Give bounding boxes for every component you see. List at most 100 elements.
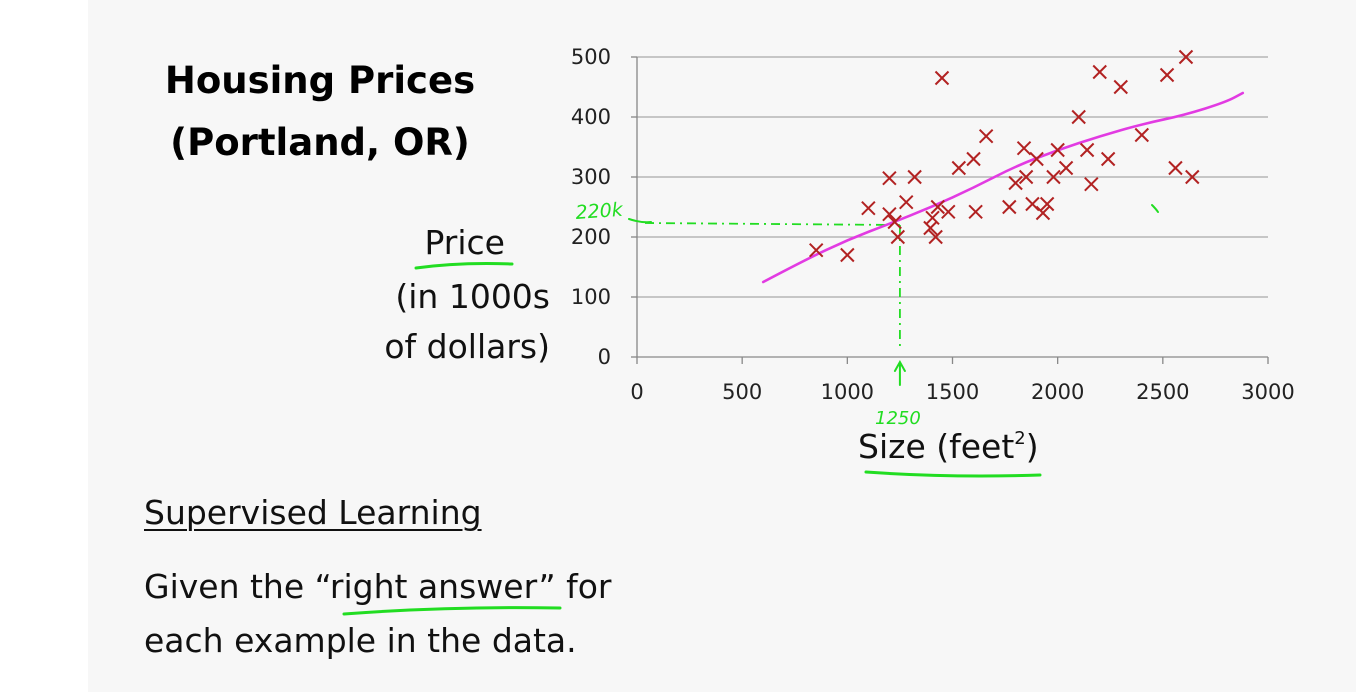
prediction-arrow — [893, 359, 906, 386]
y-tick-label-0: 0 — [598, 345, 611, 369]
data-point-11 — [928, 229, 943, 245]
slide-title-line-2: (Portland, OR) — [170, 121, 470, 164]
x-tick-label-1500: 1500 — [926, 380, 979, 404]
data-point-30 — [1071, 109, 1086, 125]
data-point-33 — [1092, 64, 1107, 80]
data-point-stroke-b — [1002, 199, 1017, 215]
data-point-36 — [1134, 127, 1150, 143]
data-point-37 — [1159, 67, 1175, 83]
data-point-stroke-b — [1092, 64, 1107, 80]
y-tick-label-300: 300 — [571, 165, 611, 189]
data-point-stroke-b — [861, 200, 876, 216]
data-point-14 — [941, 204, 956, 220]
data-point-6 — [890, 229, 906, 245]
data-point-stroke-b — [1185, 169, 1200, 185]
data-point-4 — [882, 206, 897, 222]
data-point-24 — [1029, 151, 1044, 167]
data-point-stroke-b — [1018, 169, 1034, 185]
x-tick-label-1000: 1000 — [821, 380, 874, 404]
slide-title-line-1: Housing Prices — [164, 59, 476, 102]
data-point-34 — [1100, 151, 1116, 167]
data-point-stroke-b — [1058, 160, 1074, 176]
data-point-stroke-b — [1100, 151, 1116, 167]
data-point-22 — [1018, 169, 1034, 185]
data-point-stroke-b — [978, 128, 994, 144]
y-axis-label-price: Price — [424, 223, 505, 262]
data-point-18 — [978, 128, 994, 144]
data-point-23 — [1025, 196, 1040, 212]
x-axis-label-text: Size (feet — [858, 427, 1015, 466]
data-point-stroke-b — [1079, 142, 1095, 158]
body-line-2: each example in the data. — [144, 621, 577, 660]
data-point-stroke-b — [1035, 205, 1051, 221]
data-point-12 — [930, 199, 945, 215]
fit-curve-layer — [761, 91, 1245, 284]
body-line-1: Given the “right answer” for — [144, 570, 612, 603]
right-answer-underline — [342, 606, 562, 616]
data-point-15 — [951, 160, 967, 176]
data-point-stroke-b — [1134, 127, 1150, 143]
price-note-pointer — [628, 218, 652, 224]
grid-lines — [637, 56, 1268, 298]
right-answer-text: right answer — [329, 567, 539, 606]
data-point-3 — [882, 170, 897, 186]
data-point-stroke-b — [808, 242, 824, 258]
data-point-27 — [1046, 169, 1061, 185]
body-line-1-start: Given the “ — [144, 567, 330, 606]
y-tick-label-200: 200 — [571, 225, 611, 249]
data-point-stroke-b — [1039, 196, 1055, 212]
body-line-1-end: ” for — [538, 567, 612, 606]
fit-curve — [761, 91, 1245, 284]
supervised-learning-heading: Supervised Learning — [144, 493, 482, 532]
handwritten-annotations: 220k 1250 — [342, 199, 1159, 616]
chart-axes — [631, 56, 1269, 364]
y-tick-label-100: 100 — [571, 285, 611, 309]
data-point-19 — [1002, 199, 1017, 215]
data-point-stroke-b — [1071, 109, 1086, 125]
data-point-stroke-b — [890, 229, 906, 245]
data-point-35 — [1113, 79, 1128, 95]
data-point-21 — [1016, 140, 1032, 156]
data-point-stroke-b — [941, 204, 956, 220]
data-point-40 — [1185, 169, 1200, 185]
data-point-stroke-b — [882, 170, 897, 186]
size-note: 1250 — [875, 408, 921, 429]
data-point-stroke-b — [1084, 176, 1099, 192]
data-point-stroke-b — [951, 160, 967, 176]
data-point-stroke-b — [840, 247, 855, 263]
x-axis-label-exponent: 2 — [1014, 428, 1026, 449]
data-point-stroke-b — [1113, 79, 1128, 95]
data-point-13 — [934, 70, 950, 86]
data-point-2 — [861, 200, 876, 216]
data-point-0 — [808, 242, 824, 258]
data-point-5 — [887, 214, 902, 230]
prediction-horizontal-guide — [644, 222, 900, 226]
data-point-stroke-b — [934, 70, 950, 86]
x-tick-label-2500: 2500 — [1136, 380, 1189, 404]
price-label-underline — [414, 262, 514, 270]
prediction-guides — [628, 218, 906, 386]
data-point-32 — [1084, 176, 1099, 192]
y-axis-label-dollars: of dollars) — [384, 327, 550, 366]
data-point-1 — [840, 247, 855, 263]
data-point-31 — [1079, 142, 1095, 158]
data-point-stroke-b — [1029, 151, 1044, 167]
data-point-stroke-b — [968, 204, 983, 220]
data-point-20 — [1008, 175, 1023, 191]
y-tick-label-400: 400 — [571, 105, 611, 129]
x-tick-label-500: 500 — [722, 380, 762, 404]
x-tick-label-2000: 2000 — [1031, 380, 1084, 404]
data-point-stroke-b — [1168, 160, 1183, 176]
data-point-7 — [899, 194, 914, 210]
x-tick-label-3000: 3000 — [1241, 380, 1294, 404]
data-point-stroke-b — [899, 194, 914, 210]
data-point-16 — [966, 151, 981, 167]
data-point-stroke-b — [1159, 67, 1175, 83]
tick-labels: 0 100 200 300 400 500 0 500 1000 1500 2000 2500 3000 — [571, 45, 1295, 404]
data-point-stroke-b — [928, 229, 943, 245]
data-point-stroke-b — [966, 151, 981, 167]
y-axis-label-units: (in 1000s — [395, 277, 550, 316]
data-point-stroke-b — [930, 199, 945, 215]
